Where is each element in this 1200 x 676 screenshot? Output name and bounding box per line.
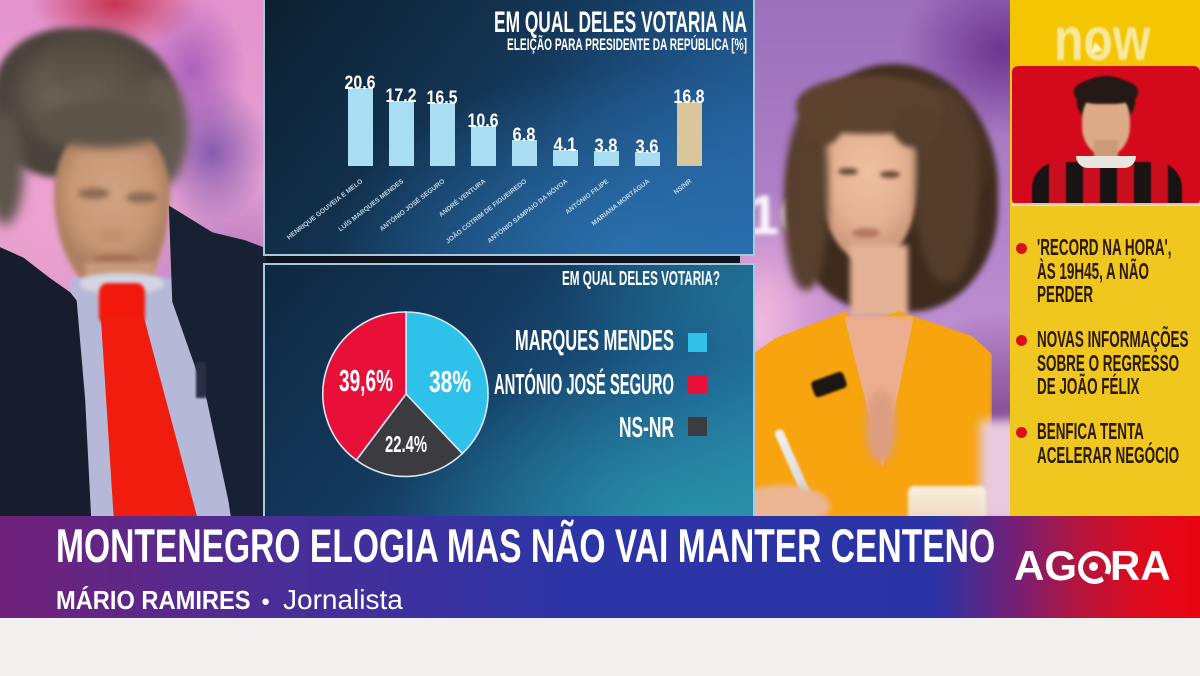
- svg-text:ANTÓNIO JOSÉ SEGURO: ANTÓNIO JOSÉ SEGURO: [494, 367, 674, 401]
- svg-text:16.8: 16.8: [674, 87, 705, 108]
- svg-text:3.6: 3.6: [636, 137, 659, 158]
- svg-text:ANTÓNIO FILIPE: ANTÓNIO FILIPE: [563, 176, 611, 216]
- svg-text:16.5: 16.5: [427, 88, 458, 109]
- svg-text:38%: 38%: [429, 364, 471, 399]
- svg-text:6.8: 6.8: [513, 125, 536, 146]
- svg-text:22.4%: 22.4%: [385, 431, 427, 457]
- svg-text:3.8: 3.8: [595, 136, 618, 157]
- svg-text:EM QUAL DELES VOTARIA?: EM QUAL DELES VOTARIA?: [562, 268, 720, 290]
- svg-text:LUÍS MARQUES MENDES: LUÍS MARQUES MENDES: [336, 176, 406, 233]
- svg-text:20.6: 20.6: [345, 73, 376, 94]
- svg-text:39,6%: 39,6%: [339, 363, 393, 398]
- svg-text:NS-NR: NS-NR: [619, 412, 674, 444]
- svg-text:JOÃO COTRIM DE FIGUEIREDO: JOÃO COTRIM DE FIGUEIREDO: [444, 176, 529, 245]
- svg-text:ANTÓNIO SAMPAIO DA NÓVOA: ANTÓNIO SAMPAIO DA NÓVOA: [485, 176, 569, 245]
- svg-text:NS/NR: NS/NR: [673, 178, 694, 196]
- svg-text:4.1: 4.1: [554, 135, 577, 156]
- svg-text:10.6: 10.6: [468, 111, 499, 132]
- svg-text:EM QUAL DELES VOTARIA NA: EM QUAL DELES VOTARIA NA: [494, 6, 747, 39]
- svg-text:ELEIÇÃO PARA PRESIDENTE DA REP: ELEIÇÃO PARA PRESIDENTE DA REPÚBLICA [%]: [507, 34, 747, 54]
- svg-text:ANTÓNIO JOSÉ SEGURO: ANTÓNIO JOSÉ SEGURO: [377, 176, 446, 232]
- svg-text:MARQUES MENDES: MARQUES MENDES: [515, 325, 674, 357]
- svg-text:HENRIQUE GOUVEIA E MELO: HENRIQUE GOUVEIA E MELO: [286, 178, 364, 241]
- svg-text:17.2: 17.2: [386, 86, 417, 107]
